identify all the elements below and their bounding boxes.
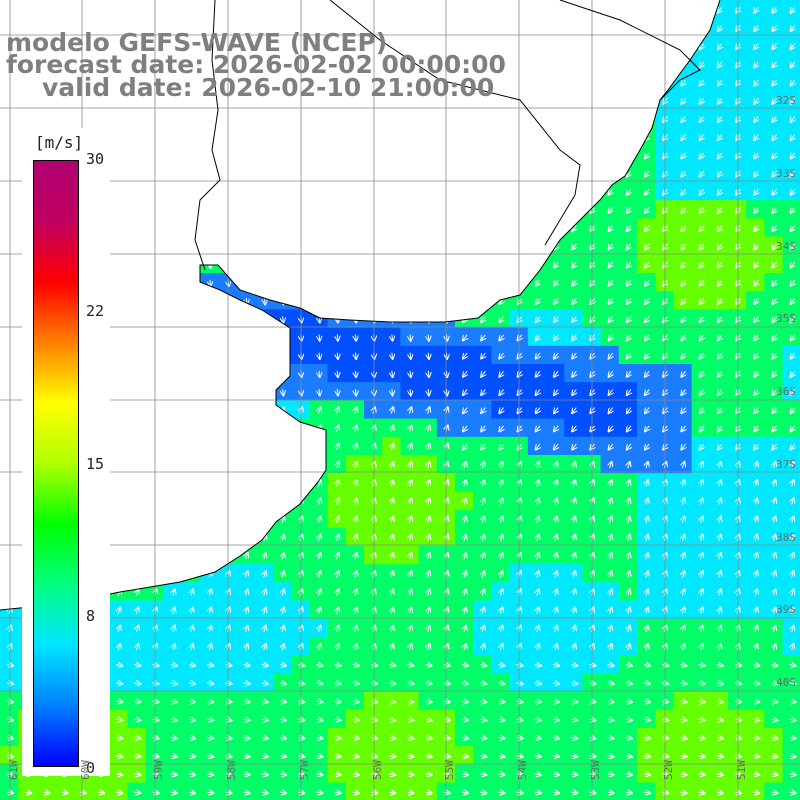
title-model: modelo GEFS-WAVE (NCEP) xyxy=(6,28,388,57)
lagoon-border xyxy=(559,0,701,101)
colorbar xyxy=(33,160,79,767)
lon-label-60w: 60W xyxy=(79,760,92,780)
lat-label-37s: 37S xyxy=(776,458,796,471)
colorbar-tick-8: 8 xyxy=(86,607,96,625)
lon-label-56w: 56W xyxy=(371,760,384,780)
title-valid-date: valid date: 2026-02-10 21:00:00 xyxy=(42,73,495,102)
lon-label-51w: 51W xyxy=(735,760,748,780)
lon-label-52w: 52W xyxy=(662,760,675,780)
lat-label-35s: 35S xyxy=(776,312,796,325)
lon-label-55w: 55W xyxy=(443,760,456,780)
colorbar-tick-30: 30 xyxy=(86,150,105,168)
lat-label-32s: 32S xyxy=(776,94,796,107)
lat-label-36s: 36S xyxy=(776,385,796,398)
colorbar-unit: [m/s] xyxy=(33,133,86,152)
lon-label-61w: 61W xyxy=(7,760,20,780)
lat-label-39s: 39S xyxy=(776,603,796,616)
country-border xyxy=(329,0,581,246)
lat-label-38s: 38S xyxy=(776,531,796,544)
lon-label-58w: 58W xyxy=(225,760,238,780)
lat-label-34s: 34S xyxy=(776,240,796,253)
lon-label-57w: 57W xyxy=(298,760,311,780)
coastline xyxy=(0,0,721,611)
lon-label-59w: 59W xyxy=(152,760,165,780)
lon-label-54w: 54W xyxy=(516,760,529,780)
lat-label-40s: 40S xyxy=(776,676,796,689)
lon-label-53w: 53W xyxy=(589,760,602,780)
lat-label-33s: 33S xyxy=(776,167,796,180)
colorbar-tick-22: 22 xyxy=(86,302,105,320)
colorbar-tick-0: 0 xyxy=(86,759,96,777)
title-forecast-date: forecast date: 2026-02-02 00:00:00 xyxy=(6,50,506,79)
colorbar-tick-15: 15 xyxy=(86,455,105,473)
river-border xyxy=(194,0,221,271)
